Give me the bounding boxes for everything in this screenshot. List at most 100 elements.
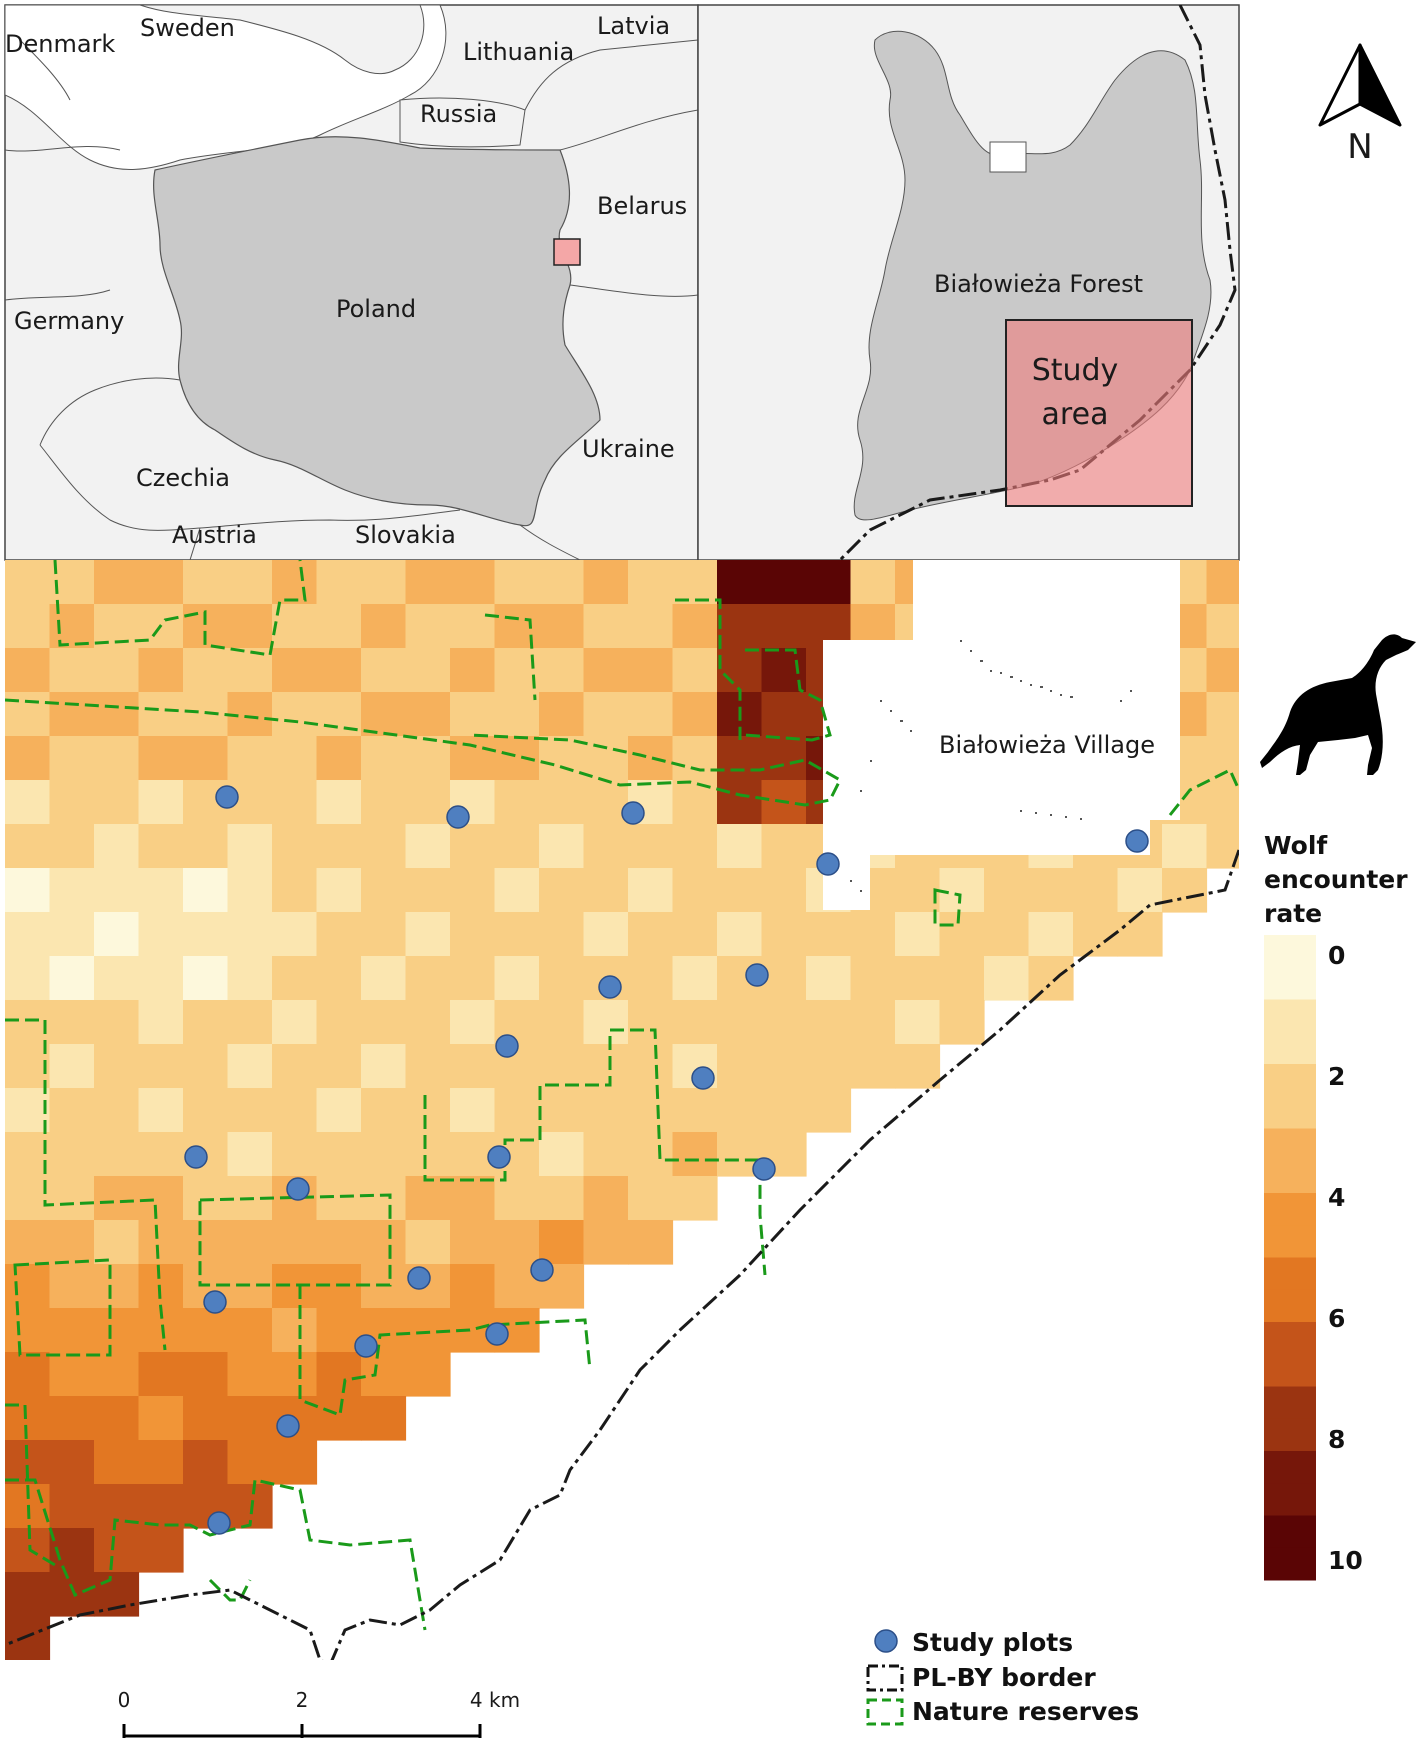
colorbar-swatch: [1264, 999, 1316, 1033]
heatmap-cell: [1206, 604, 1239, 649]
heatmap-cell: [450, 868, 496, 913]
heatmap-cell: [94, 956, 140, 1001]
colorbar-swatch: [1264, 1418, 1316, 1452]
heatmap-cell: [628, 1176, 674, 1221]
heatmap-cell: [272, 1044, 318, 1089]
heatmap-cell: [183, 1352, 229, 1397]
heatmap-cell: [494, 1176, 540, 1221]
heatmap-cell: [450, 1176, 496, 1221]
heatmap-cell: [5, 604, 51, 649]
heatmap-cell: [138, 1044, 184, 1089]
label-study-area-1: Study: [1032, 353, 1119, 388]
heatmap-cell: [583, 648, 629, 693]
colorbar-swatch: [1264, 1257, 1316, 1291]
label-poland: Poland: [336, 295, 416, 323]
heatmap-cell: [183, 956, 229, 1001]
label-village: Białowieża Village: [939, 731, 1155, 759]
heatmap-cell: [316, 1396, 362, 1441]
heatmap-cell: [717, 868, 763, 913]
heatmap-cell: [405, 912, 451, 957]
heatmap-cell: [895, 912, 941, 957]
heatmap-cell: [49, 1440, 95, 1485]
heatmap-cell: [49, 1220, 95, 1265]
heatmap-cell: [272, 1220, 318, 1265]
heatmap-cell: [5, 1176, 51, 1221]
heatmap-cell: [361, 912, 407, 957]
heatmap-cell: [672, 956, 718, 1001]
heatmap-cell: [138, 1396, 184, 1441]
heatmap-cell: [628, 648, 674, 693]
forest-map-panel: Białowieża Forest Study area: [697, 4, 1240, 561]
heatmap-cell: [583, 604, 629, 649]
study-plot-marker: [446, 805, 470, 829]
heatmap-cell: [717, 1088, 763, 1133]
heatmap-cell: [183, 868, 229, 913]
heatmap-cell: [628, 824, 674, 869]
heatmap-cell: [272, 560, 318, 605]
heatmap-cell: [405, 1352, 451, 1397]
heatmap-cell: [361, 648, 407, 693]
heatmap-cell: [405, 1088, 451, 1133]
heatmap-cell: [583, 560, 629, 605]
label-denmark: Denmark: [5, 30, 115, 58]
heatmap-cell: [49, 780, 95, 825]
heatmap-cell: [405, 560, 451, 605]
heatmap-cell: [672, 648, 718, 693]
heatmap-cell: [1206, 560, 1239, 605]
heatmap-cell: [895, 1044, 941, 1089]
heatmap-cell: [494, 692, 540, 737]
heatmap-cell: [5, 692, 51, 737]
heatmap-cell: [227, 648, 273, 693]
north-arrow-icon: N: [1318, 43, 1402, 167]
heatmap-cell: [227, 1000, 273, 1045]
heatmap-cell: [94, 1176, 140, 1221]
heatmap-cell: [138, 1176, 184, 1221]
heatmap-cell: [5, 956, 51, 1001]
colorbar-swatch: [1264, 1225, 1316, 1258]
colorbar-swatch: [1264, 1096, 1316, 1129]
heatmap-cell: [272, 1132, 318, 1177]
heatmap-cell: [761, 912, 807, 957]
heatmap-cell: [717, 912, 763, 957]
heatmap-cell: [5, 824, 51, 869]
north-arrow-label: N: [1347, 127, 1372, 167]
colorbar-swatch: [1264, 1515, 1316, 1549]
heatmap-cell: [94, 1352, 140, 1397]
heatmap-cell: [361, 1132, 407, 1177]
heatmap-cell: [895, 956, 941, 1001]
heatmap-cell: [450, 736, 496, 781]
heatmap-cell: [5, 868, 51, 913]
nature-reserves: [5, 560, 1239, 1631]
heatmap-cell: [939, 868, 985, 913]
heatmap-cell: [450, 692, 496, 737]
heatmap-cell: [94, 736, 140, 781]
heatmap-cell: [227, 912, 273, 957]
legend-item-border: PL-BY border: [866, 1663, 1096, 1692]
heatmap-cell: [361, 1352, 407, 1397]
howling-wolf-icon: [1260, 634, 1416, 775]
heatmap-cell: [494, 956, 540, 1001]
heatmap-cell: [361, 1396, 407, 1441]
heatmap-cell: [984, 868, 1030, 913]
heatmap-cell: [761, 1000, 807, 1045]
heatmap-cell: [316, 912, 362, 957]
label-slovakia: Slovakia: [355, 521, 456, 549]
heatmap-cell: [272, 868, 318, 913]
heatmap-cell: [183, 1308, 229, 1353]
heatmap-cell: [361, 956, 407, 1001]
heatmap-cell: [183, 1088, 229, 1133]
heatmap-cell: [405, 1132, 451, 1177]
heatmap-cell: [227, 1308, 273, 1353]
heatmap-cell: [316, 1000, 362, 1045]
study-plot-marker: [286, 1177, 310, 1201]
heatmap-cell: [272, 1088, 318, 1133]
heatmap-cell: [227, 1088, 273, 1133]
colorbar-swatch: [1264, 1547, 1316, 1581]
heatmap-cell: [227, 1352, 273, 1397]
heatmap-cell: [272, 1000, 318, 1045]
heatmap-cell: [138, 692, 184, 737]
heatmap-cell: [183, 692, 229, 737]
study-location-marker: [553, 238, 581, 266]
heatmap-cell: [316, 1132, 362, 1177]
